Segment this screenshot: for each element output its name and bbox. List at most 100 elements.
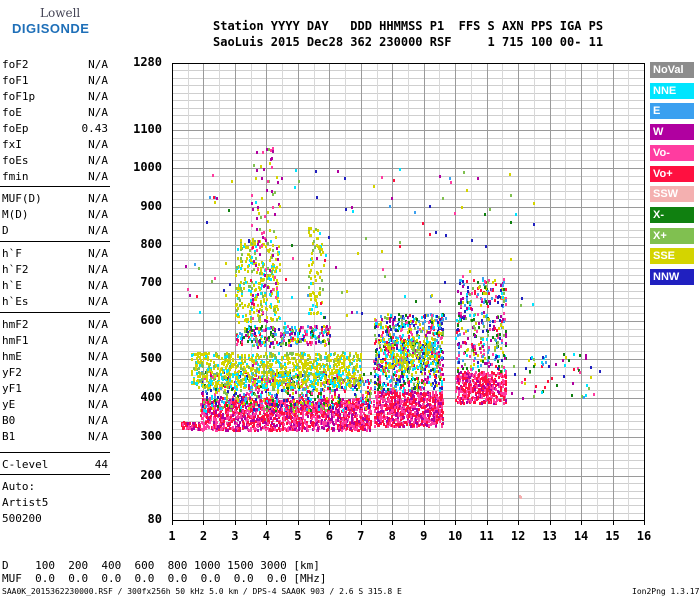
echo-point: [285, 326, 287, 329]
echo-point: [364, 414, 366, 417]
echo-point: [229, 368, 231, 371]
echo-point: [281, 383, 283, 386]
echo-point: [301, 396, 303, 399]
echo-point: [414, 407, 416, 410]
echo-point: [202, 394, 204, 397]
echo-point: [224, 405, 226, 408]
echo-point: [355, 368, 357, 371]
echo-point: [274, 338, 276, 341]
echo-point: [316, 413, 318, 416]
echo-point: [441, 409, 443, 412]
echo-point: [336, 356, 338, 359]
echo-point: [328, 375, 330, 378]
echo-point: [440, 394, 442, 397]
echo-point: [234, 383, 236, 386]
echo-point: [355, 403, 357, 406]
echo-point: [206, 371, 208, 374]
echo-point: [269, 364, 271, 367]
echo-point: [248, 375, 250, 378]
echo-point: [277, 294, 279, 297]
echo-point: [288, 339, 290, 342]
echo-point: [355, 384, 357, 387]
echo-point: [308, 390, 310, 393]
echo-point: [259, 308, 261, 311]
echo-point: [379, 384, 381, 387]
echo-point: [347, 374, 349, 377]
echo-point: [281, 358, 283, 361]
echo-point: [362, 428, 364, 431]
echo-point: [213, 387, 215, 390]
echo-point: [246, 363, 248, 366]
echo-point: [348, 365, 350, 368]
echo-point: [258, 310, 260, 313]
echo-point: [313, 360, 315, 363]
echo-point: [259, 333, 261, 336]
echo-point: [282, 428, 284, 431]
echo-point: [293, 420, 295, 423]
echo-point: [232, 414, 234, 417]
echo-point: [315, 353, 317, 356]
echo-point: [388, 398, 390, 401]
echo-point: [334, 393, 336, 396]
echo-point: [388, 419, 390, 422]
echo-point: [274, 394, 276, 397]
echo-point: [210, 406, 212, 409]
echo-point: [250, 369, 252, 372]
echo-point: [382, 372, 384, 375]
echo-point: [302, 356, 304, 359]
echo-point: [320, 396, 322, 399]
echo-point: [259, 365, 261, 368]
echo-point: [338, 429, 340, 432]
echo-point: [283, 376, 285, 379]
echo-point: [344, 352, 346, 355]
echo-point: [270, 424, 272, 427]
echo-point: [401, 336, 403, 339]
echo-point: [289, 401, 291, 404]
echo-point: [276, 305, 278, 308]
echo-point: [268, 339, 270, 342]
echo-point: [291, 383, 293, 386]
echo-point: [397, 323, 399, 326]
echo-point: [327, 382, 329, 385]
echo-point: [303, 335, 305, 338]
echo-point: [287, 356, 289, 359]
echo-point: [272, 370, 274, 373]
echo-point: [370, 423, 372, 426]
echo-point: [267, 414, 269, 417]
echo-point: [323, 383, 325, 386]
echo-point: [270, 417, 272, 420]
echo-point: [279, 317, 281, 320]
echo-point: [398, 407, 400, 410]
echo-point: [191, 354, 193, 357]
echo-point: [266, 189, 268, 192]
echo-point: [296, 380, 298, 383]
echo-point: [297, 376, 299, 379]
echo-point: [311, 336, 313, 339]
echo-point: [272, 385, 274, 388]
echo-point: [365, 398, 367, 401]
echo-point: [259, 376, 261, 379]
echo-point: [327, 412, 329, 415]
echo-point: [413, 401, 415, 404]
echo-point: [423, 424, 425, 427]
echo-point: [210, 389, 212, 392]
echo-point: [249, 338, 251, 341]
echo-point: [219, 398, 221, 401]
echo-point: [215, 429, 217, 432]
echo-point: [270, 317, 272, 320]
echo-point: [254, 393, 256, 396]
echo-point: [319, 363, 321, 366]
echo-point: [203, 357, 205, 360]
echo-point: [304, 371, 306, 374]
echo-point: [327, 368, 329, 371]
echo-point: [220, 396, 222, 399]
echo-point: [353, 355, 355, 358]
echo-point: [261, 244, 263, 247]
echo-point: [343, 359, 345, 362]
echo-point: [308, 425, 310, 428]
echo-point: [339, 398, 341, 401]
header-line-2: SaoLuis 2015 Dec28 362 230000 RSF 1 715 …: [213, 35, 604, 49]
echo-point: [295, 407, 297, 410]
echo-point: [320, 341, 322, 344]
echo-point: [203, 373, 205, 376]
